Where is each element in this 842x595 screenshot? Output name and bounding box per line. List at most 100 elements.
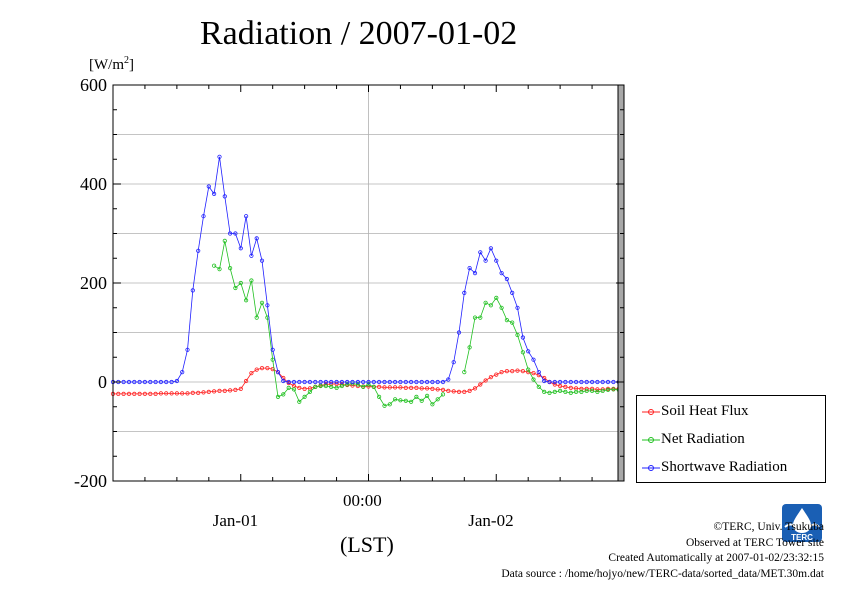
credits-created: Created Automatically at 2007-01-02/23:3…: [608, 552, 824, 564]
data-point: [334, 379, 339, 385]
data-point: [233, 285, 238, 291]
data-point: [371, 384, 376, 389]
data-point: [212, 191, 217, 196]
data-point: [382, 379, 387, 385]
data-point: [462, 369, 467, 375]
data-point: [180, 391, 185, 396]
data-point: [270, 357, 275, 362]
data-point: [563, 389, 568, 394]
data-point: [430, 379, 435, 385]
data-point: [462, 389, 467, 394]
data-point: [334, 385, 339, 390]
data-point: [520, 335, 526, 340]
data-point: [126, 391, 132, 396]
terc-logo: TERC: [782, 504, 822, 542]
chart-grid: [113, 85, 624, 481]
data-point: [387, 385, 392, 390]
data-point: [281, 392, 286, 397]
data-point: [611, 387, 616, 392]
data-point: [542, 378, 547, 384]
data-point: [542, 389, 547, 394]
data-point: [414, 379, 419, 385]
data-point: [504, 317, 509, 323]
data-point: [408, 379, 414, 385]
y-tick-label: -200: [74, 471, 107, 491]
credits-site: Observed at TERC Tower site: [685, 536, 824, 549]
data-point: [515, 305, 520, 310]
data-point: [148, 379, 153, 385]
data-point: [478, 382, 483, 387]
data-point: [414, 394, 419, 399]
legend-item-net-radiation: Net Radiation: [637, 426, 825, 454]
data-point: [526, 367, 531, 372]
data-point: [382, 403, 387, 408]
data-point: [456, 330, 462, 335]
data-point: [494, 372, 499, 377]
data-point: [504, 368, 509, 374]
data-point: [467, 345, 472, 350]
data-point: [345, 379, 350, 385]
data-point: [573, 389, 579, 394]
data-point: [185, 347, 190, 352]
y-axis-unit-close: ]: [129, 57, 134, 73]
x-axis-day-label: Jan-01: [212, 511, 259, 530]
data-point: [339, 383, 344, 389]
data-point: [408, 385, 414, 390]
data-point: [297, 399, 302, 404]
y-tick-label: 200: [80, 273, 107, 293]
data-point: [244, 214, 249, 219]
data-point: [174, 391, 179, 396]
data-point: [600, 388, 605, 393]
data-point: [472, 270, 478, 276]
data-point: [568, 379, 573, 385]
data-point: [483, 378, 488, 383]
data-point: [265, 365, 270, 371]
data-point: [531, 357, 536, 362]
data-point: [180, 369, 185, 375]
data-point: [366, 382, 371, 387]
data-point: [387, 379, 392, 385]
data-point: [217, 154, 222, 159]
data-point: [275, 394, 281, 399]
data-point: [313, 379, 318, 385]
credits-data-source: Data source : /home/hojyo/new/TERC-data/…: [501, 567, 824, 580]
data-point: [116, 391, 121, 396]
data-point: [259, 365, 265, 371]
credits-copyright: ©TERC, Univ. Tsukuba: [713, 521, 824, 533]
data-point: [488, 303, 493, 308]
data-point: [435, 379, 440, 385]
data-point: [552, 379, 557, 385]
legend-swatch-soil: [642, 409, 660, 415]
data-point: [254, 236, 259, 241]
data-point: [254, 315, 259, 320]
data-point: [573, 379, 579, 385]
data-point: [419, 379, 424, 385]
chart-title: Radiation / 2007-01-02: [200, 15, 518, 52]
data-point: [169, 379, 174, 385]
data-point: [361, 379, 366, 385]
credits-block: ©TERC, Univ. Tsukuba Observed at TERC To…: [404, 520, 824, 582]
data-point: [568, 385, 573, 390]
data-point: [329, 384, 334, 389]
data-point: [595, 389, 600, 394]
data-point: [132, 391, 137, 396]
data-point: [297, 385, 302, 390]
data-point: [361, 384, 366, 389]
data-point: [307, 379, 312, 385]
data-point: [589, 379, 595, 385]
data-point: [403, 379, 408, 385]
data-point: [504, 276, 509, 282]
data-point: [153, 391, 158, 396]
data-point: [499, 305, 504, 310]
data-point: [259, 258, 265, 263]
data-point: [201, 390, 206, 395]
data-point: [547, 390, 552, 395]
data-point: [557, 388, 563, 393]
data-point: [132, 379, 137, 385]
data-point: [323, 379, 328, 385]
data-point: [185, 391, 190, 396]
y-tick-label: 400: [80, 174, 107, 194]
data-point: [217, 266, 222, 272]
data-point: [398, 379, 403, 385]
data-point: [228, 388, 233, 393]
